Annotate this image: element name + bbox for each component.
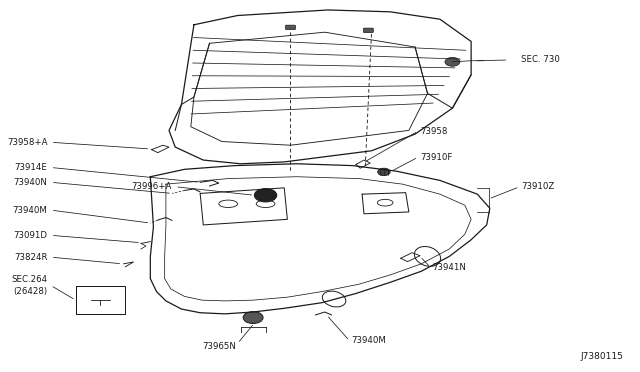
Ellipse shape bbox=[256, 200, 275, 208]
Text: 73940M: 73940M bbox=[13, 206, 47, 215]
Text: SEC.264: SEC.264 bbox=[12, 275, 47, 284]
Text: J7380115: J7380115 bbox=[581, 352, 624, 361]
Text: 73910F: 73910F bbox=[420, 153, 452, 161]
Text: 73958: 73958 bbox=[420, 126, 447, 136]
FancyBboxPatch shape bbox=[364, 28, 373, 33]
Ellipse shape bbox=[378, 199, 393, 206]
Ellipse shape bbox=[243, 312, 263, 324]
Text: SEC. 730: SEC. 730 bbox=[521, 55, 560, 64]
Text: 73940M: 73940M bbox=[351, 336, 387, 346]
Text: 73824R: 73824R bbox=[14, 253, 47, 262]
Text: 73941N: 73941N bbox=[433, 263, 467, 272]
Text: 73940N: 73940N bbox=[13, 178, 47, 187]
Circle shape bbox=[378, 168, 390, 176]
Text: 73910Z: 73910Z bbox=[521, 182, 554, 191]
FancyBboxPatch shape bbox=[285, 25, 296, 30]
Ellipse shape bbox=[415, 247, 440, 266]
Text: 73958+A: 73958+A bbox=[7, 138, 47, 147]
Text: (26428): (26428) bbox=[13, 287, 47, 296]
Text: 73091D: 73091D bbox=[13, 231, 47, 240]
Text: 73996+A: 73996+A bbox=[132, 182, 172, 191]
Text: 73914E: 73914E bbox=[15, 163, 47, 172]
Ellipse shape bbox=[219, 200, 237, 208]
Circle shape bbox=[254, 189, 276, 202]
Circle shape bbox=[445, 57, 460, 66]
Ellipse shape bbox=[323, 291, 346, 307]
Text: 73965N: 73965N bbox=[202, 341, 236, 350]
